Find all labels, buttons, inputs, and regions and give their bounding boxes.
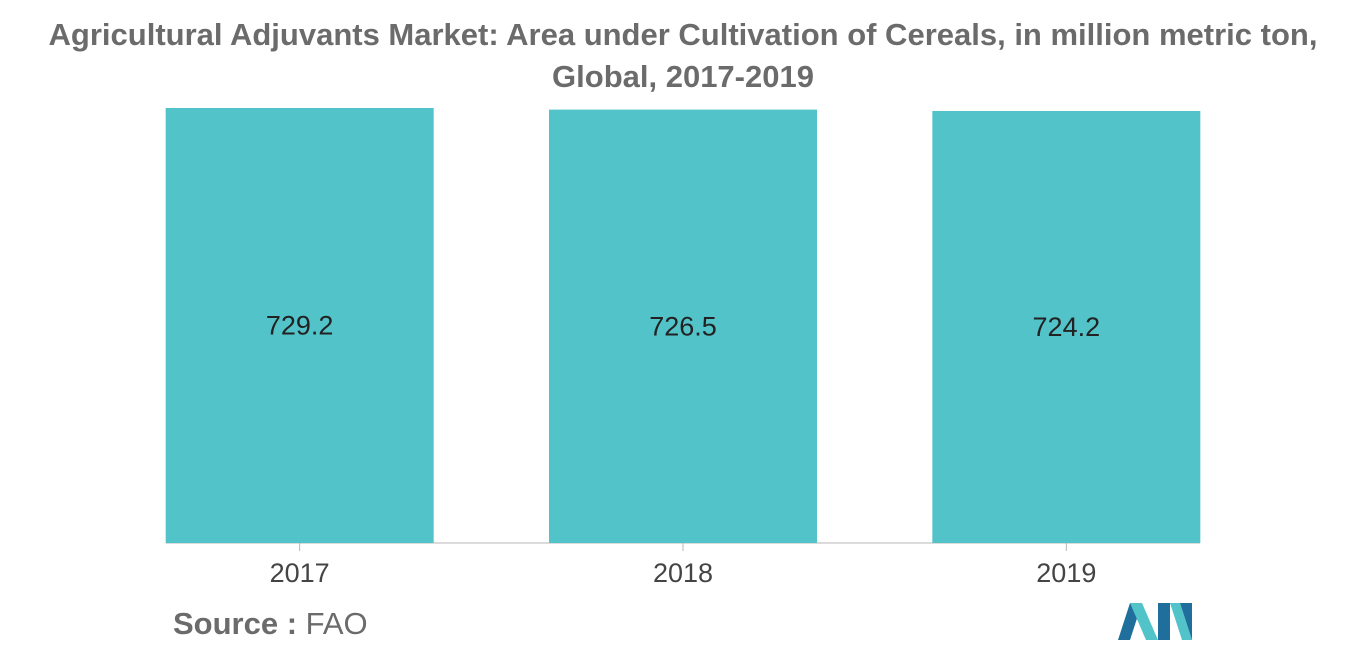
data-label-2018: 726.5 — [649, 311, 717, 341]
source-label: Source : — [173, 606, 298, 641]
x-tick-label-2019: 2019 — [1036, 558, 1096, 588]
chart-title-line-1: Agricultural Adjuvants Market: Area unde… — [48, 17, 1318, 52]
source-value: FAO — [305, 606, 368, 641]
bar-2019 — [932, 110, 1201, 543]
data-label-2019: 724.2 — [1033, 312, 1101, 342]
company-logo-icon — [1118, 603, 1192, 640]
data-label-2017: 729.2 — [266, 311, 334, 341]
x-tick-label-2017: 2017 — [270, 558, 330, 588]
source-note: Source : FAO — [173, 606, 368, 642]
bar-2018 — [549, 109, 817, 544]
x-tick-label-2018: 2018 — [653, 558, 713, 588]
chart-title-line-2: Global, 2017-2019 — [552, 59, 814, 94]
bar-2017 — [165, 108, 434, 543]
chart-title: Agricultural Adjuvants Market: Area unde… — [0, 14, 1366, 98]
